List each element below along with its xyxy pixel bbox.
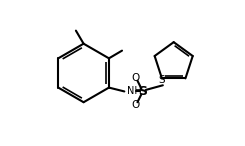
Text: O: O	[131, 73, 139, 83]
Text: S: S	[138, 85, 147, 98]
Text: O: O	[131, 100, 139, 110]
Text: NH: NH	[127, 86, 141, 97]
Text: S: S	[159, 75, 165, 85]
